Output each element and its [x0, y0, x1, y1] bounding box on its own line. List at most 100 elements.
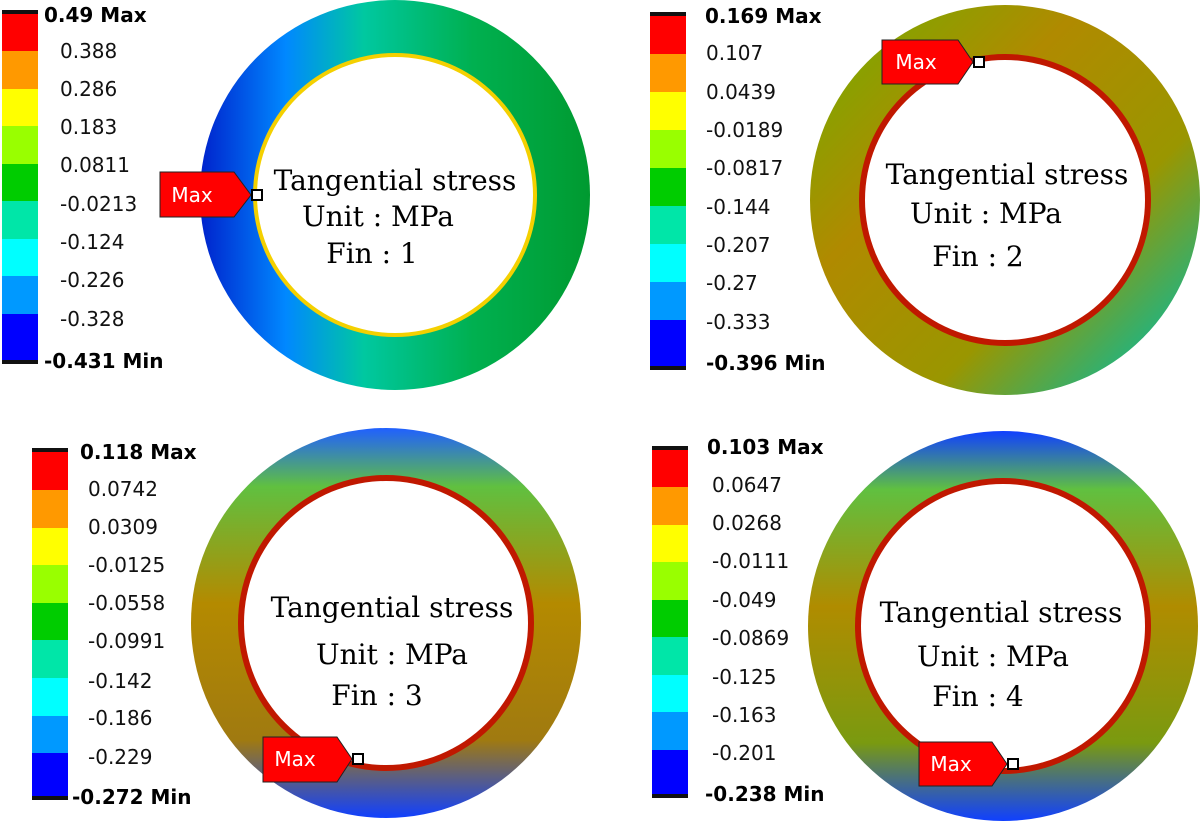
legend-color	[650, 54, 686, 92]
legend-color	[2, 14, 38, 51]
legend-fin-1: 0.49 Max 0.388 0.286 0.183 0.0811 -0.021…	[2, 3, 164, 373]
legend-cap-bottom	[650, 366, 686, 370]
max-marker-flag	[881, 39, 974, 85]
legend-color	[650, 282, 686, 320]
max-marker-point	[973, 56, 985, 68]
panel-fin-1: 0.49 Max 0.388 0.286 0.183 0.0811 -0.021…	[2, 0, 590, 390]
ring-hole	[865, 60, 1145, 340]
legend-tick: -0.0558	[88, 591, 165, 615]
max-marker: Max	[918, 741, 1019, 787]
legend-fin-2: 0.169 Max 0.107 0.0439 -0.0189 -0.0817 -…	[650, 4, 826, 375]
legend-tick: 0.183	[60, 115, 117, 139]
legend-min-label: -0.431 Min	[44, 349, 164, 373]
legend-color	[650, 16, 686, 54]
legend-tick: -0.049	[712, 588, 776, 612]
legend-min-label: -0.272 Min	[72, 785, 192, 809]
legend-cap-top	[32, 448, 68, 452]
legend-tick: -0.27	[706, 271, 758, 295]
legend-color	[652, 562, 688, 600]
legend-cap-bottom	[32, 796, 68, 800]
legend-tick: -0.0125	[88, 553, 165, 577]
legend-tick: 0.0647	[712, 473, 782, 497]
caption-title: Tangential stress	[886, 158, 1129, 191]
caption-fin-2: Tangential stress Unit : MPa Fin : 2	[886, 158, 1129, 273]
ring-fin-2	[810, 5, 1200, 395]
legend-min-label: -0.396 Min	[706, 351, 826, 375]
max-marker-flag	[262, 736, 353, 783]
legend-color	[32, 565, 68, 603]
ring-hole	[244, 481, 528, 765]
caption-title: Tangential stress	[880, 596, 1123, 629]
legend-color	[650, 320, 686, 366]
legend-color	[2, 126, 38, 164]
legend-color	[32, 716, 68, 753]
legend-tick: -0.0869	[712, 626, 789, 650]
legend-tick: 0.286	[60, 77, 117, 101]
legend-fin-4: 0.103 Max 0.0647 0.0268 -0.0111 -0.049 -…	[652, 435, 825, 806]
legend-max-label: 0.118 Max	[80, 440, 197, 464]
legend-max-label: 0.49 Max	[44, 3, 147, 27]
legend-tick: -0.0213	[60, 192, 137, 216]
max-marker-label: Max	[930, 752, 972, 776]
caption-unit: Unit : MPa	[302, 200, 454, 233]
legend-color	[2, 89, 38, 126]
legend-cap-bottom	[2, 360, 38, 364]
legend-tick: 0.0309	[88, 515, 158, 539]
legend-color	[650, 130, 686, 168]
legend-tick: -0.333	[706, 310, 770, 334]
ring-hole	[257, 57, 533, 333]
ring-fin-4	[808, 431, 1198, 821]
legend-color	[32, 490, 68, 528]
caption-title: Tangential stress	[274, 164, 517, 197]
legend-color	[2, 276, 38, 314]
legend-cap-top	[650, 12, 686, 16]
panel-fin-2: 0.169 Max 0.107 0.0439 -0.0189 -0.0817 -…	[650, 4, 1200, 395]
legend-color	[652, 750, 688, 794]
legend-color	[652, 525, 688, 562]
caption-unit: Unit : MPa	[910, 197, 1062, 230]
max-marker-label: Max	[274, 747, 316, 771]
max-marker-point	[352, 753, 364, 765]
legend-tick: -0.0111	[712, 549, 789, 573]
legend-color	[652, 450, 688, 487]
legend-color	[650, 206, 686, 244]
legend-tick: -0.0817	[706, 156, 783, 180]
legend-tick: -0.142	[88, 669, 152, 693]
max-marker-flag	[918, 741, 1008, 787]
caption-unit: Unit : MPa	[917, 640, 1069, 673]
caption-unit: Unit : MPa	[316, 638, 468, 671]
max-marker: Max	[881, 39, 985, 85]
legend-color	[652, 712, 688, 750]
legend-color	[32, 678, 68, 716]
legend-color	[2, 201, 38, 239]
legend-color	[652, 637, 688, 675]
legend-color	[32, 640, 68, 678]
legend-min-label: -0.238 Min	[705, 782, 825, 806]
legend-tick: -0.229	[88, 745, 152, 769]
legend-tick: 0.107	[706, 41, 763, 65]
legend-color	[32, 528, 68, 565]
legend-tick: 0.0268	[712, 511, 782, 535]
legend-tick: -0.328	[60, 307, 124, 331]
legend-color	[2, 164, 38, 201]
max-marker-point	[1007, 758, 1019, 770]
legend-fin-3: 0.118 Max 0.0742 0.0309 -0.0125 -0.0558 …	[32, 440, 197, 809]
legend-cap-bottom	[652, 794, 688, 798]
legend-tick: -0.0189	[706, 118, 783, 142]
legend-cap-top	[652, 446, 688, 450]
legend-tick: 0.0811	[60, 153, 130, 177]
legend-tick: -0.125	[712, 665, 776, 689]
max-marker-flag	[159, 171, 252, 218]
legend-tick: -0.163	[712, 703, 776, 727]
legend-tick: -0.144	[706, 195, 770, 219]
ring-fin-1	[200, 0, 590, 390]
max-marker-point	[251, 189, 263, 201]
max-marker-label: Max	[895, 50, 937, 74]
caption-title: Tangential stress	[271, 591, 514, 624]
legend-color	[650, 244, 686, 282]
ring-hole	[861, 484, 1145, 768]
legend-color	[652, 487, 688, 525]
panel-fin-3: 0.118 Max 0.0742 0.0309 -0.0125 -0.0558 …	[32, 428, 581, 818]
legend-color	[2, 51, 38, 89]
